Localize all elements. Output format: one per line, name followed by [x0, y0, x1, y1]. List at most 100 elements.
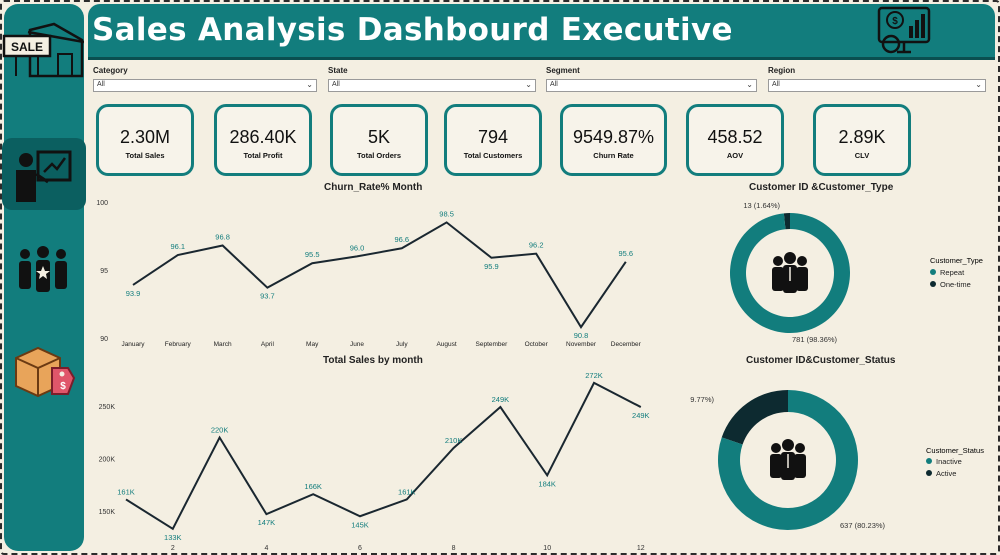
legend-swatch: [930, 269, 936, 275]
data-label: 220K: [211, 426, 229, 435]
y-tick-label: 90: [100, 336, 108, 343]
slice-label: 13 (1.64%): [743, 201, 780, 210]
legend-swatch: [930, 281, 936, 287]
dropdown-value: All: [550, 81, 558, 88]
data-label: 98.5: [439, 209, 454, 218]
state-dropdown[interactable]: All ⌄: [328, 79, 536, 92]
data-label: 161K: [117, 487, 135, 496]
x-tick-label: September: [476, 341, 509, 348]
x-tick-label: August: [436, 341, 456, 348]
x-tick-label: 6: [358, 545, 362, 552]
data-label: 184K: [538, 479, 556, 488]
dropdown-value: All: [332, 81, 340, 88]
filter-category: Category All ⌄: [93, 66, 317, 92]
y-tick-label: 250K: [99, 404, 116, 411]
filter-label: Segment: [546, 66, 580, 75]
kpi-label: Total Profit: [243, 151, 283, 160]
x-tick-label: 12: [637, 545, 645, 552]
kpi-total-profit: 286.40K Total Profit: [214, 104, 312, 176]
x-tick-label: 8: [452, 545, 456, 552]
x-tick-label: February: [165, 341, 192, 348]
total-sales-line: [125, 381, 642, 531]
x-tick-label: May: [306, 341, 319, 348]
y-tick-label: 100: [96, 200, 108, 207]
presentation-icon[interactable]: [10, 146, 76, 206]
dropdown-value: All: [97, 81, 105, 88]
churn-rate-line: [132, 221, 627, 329]
y-tick-label: 200K: [99, 457, 116, 464]
kpi-label: Total Customers: [463, 151, 523, 160]
segment-dropdown[interactable]: All ⌄: [546, 79, 757, 92]
data-label: 96.2: [529, 241, 544, 250]
x-tick-label: December: [611, 341, 642, 348]
legend-item[interactable]: Repeat: [940, 268, 965, 277]
data-label: 249K: [632, 411, 650, 420]
pie-slice[interactable]: [783, 213, 790, 230]
legend-item[interactable]: Inactive: [936, 457, 962, 466]
data-label: 93.7: [260, 292, 275, 301]
filter-state: State All ⌄: [328, 66, 536, 92]
page-title: Sales Analysis Dashbourd Executive: [92, 12, 733, 48]
kpi-aov: 458.52 AOV: [686, 104, 784, 176]
customer-status-chart-title: Customer ID&Customer_Status: [746, 355, 896, 366]
data-label: 95.5: [305, 250, 320, 259]
y-tick-label: 95: [100, 268, 108, 275]
kpi-value: 5K: [367, 127, 391, 147]
x-tick-label: March: [214, 341, 232, 348]
package-tag-icon[interactable]: $: [12, 342, 76, 398]
data-label: 95.9: [484, 262, 499, 271]
finance-analytics-icon: $: [877, 6, 931, 54]
people-group-icon: [772, 252, 808, 293]
slice-label: 157 (19.77%): [690, 395, 715, 404]
data-label: 166K: [304, 482, 322, 491]
filter-label: Region: [768, 66, 796, 75]
legend-title: Customer_Status: [926, 446, 984, 455]
people-group-icon: [770, 439, 806, 480]
kpi-clv: 2.89K CLV: [813, 104, 911, 176]
team-icon[interactable]: [16, 244, 70, 294]
data-label: 96.0: [350, 243, 365, 252]
sale-logo-text: SALE: [11, 40, 43, 54]
legend-item[interactable]: Active: [936, 469, 956, 478]
category-dropdown[interactable]: All ⌄: [93, 79, 317, 92]
pie-slice[interactable]: [718, 390, 858, 530]
kpi-value: 9549.87%: [572, 127, 655, 147]
kpi-value: 2.30M: [119, 127, 171, 147]
customer-type-donut-chart: 781 (98.36%) 13 (1.64%) Customer_Type Rep…: [730, 201, 983, 344]
data-label: 249K: [492, 395, 510, 404]
chevron-down-icon: ⌄: [746, 80, 753, 89]
y-tick-label: 150K: [99, 509, 116, 516]
data-label: 93.9: [126, 289, 141, 298]
x-tick-label: 10: [543, 545, 551, 552]
kpi-value: 794: [477, 127, 509, 147]
data-label: 96.6: [394, 235, 409, 244]
header-bar: [88, 4, 995, 60]
region-dropdown[interactable]: All ⌄: [768, 79, 986, 92]
data-label: 272K: [585, 371, 603, 380]
x-tick-label: 2: [171, 545, 175, 552]
data-label: 96.1: [170, 242, 185, 251]
kpi-value: 286.40K: [229, 127, 297, 147]
legend-item[interactable]: One-time: [940, 280, 971, 289]
filter-label: State: [328, 66, 348, 75]
sale-store-icon[interactable]: SALE: [2, 22, 84, 78]
total-sales-line-chart: 150K 200K 250K 2 4 6 8 10 12 161K 133K 220K 147K 16…: [99, 371, 650, 552]
filter-region: Region All ⌄: [768, 66, 986, 92]
churn-chart-title: Churn_Rate% Month: [324, 182, 423, 193]
svg-text:$: $: [892, 16, 898, 27]
x-tick-label: October: [525, 341, 549, 348]
sales-chart-title: Total Sales by month: [323, 355, 423, 366]
x-tick-label: June: [350, 341, 364, 348]
kpi-value: 2.89K: [838, 127, 886, 147]
kpi-total-customers: 794 Total Customers: [444, 104, 542, 176]
chevron-down-icon: ⌄: [306, 80, 313, 89]
pie-slice[interactable]: [721, 390, 788, 445]
kpi-total-orders: 5K Total Orders: [330, 104, 428, 176]
legend-title: Customer_Type: [930, 256, 983, 265]
x-tick-label: January: [121, 341, 145, 348]
kpi-label: Total Orders: [356, 151, 402, 160]
filter-segment: Segment All ⌄: [546, 66, 757, 92]
x-tick-label: November: [566, 341, 597, 348]
chevron-down-icon: ⌄: [975, 80, 982, 89]
x-tick-label: 4: [264, 545, 268, 552]
